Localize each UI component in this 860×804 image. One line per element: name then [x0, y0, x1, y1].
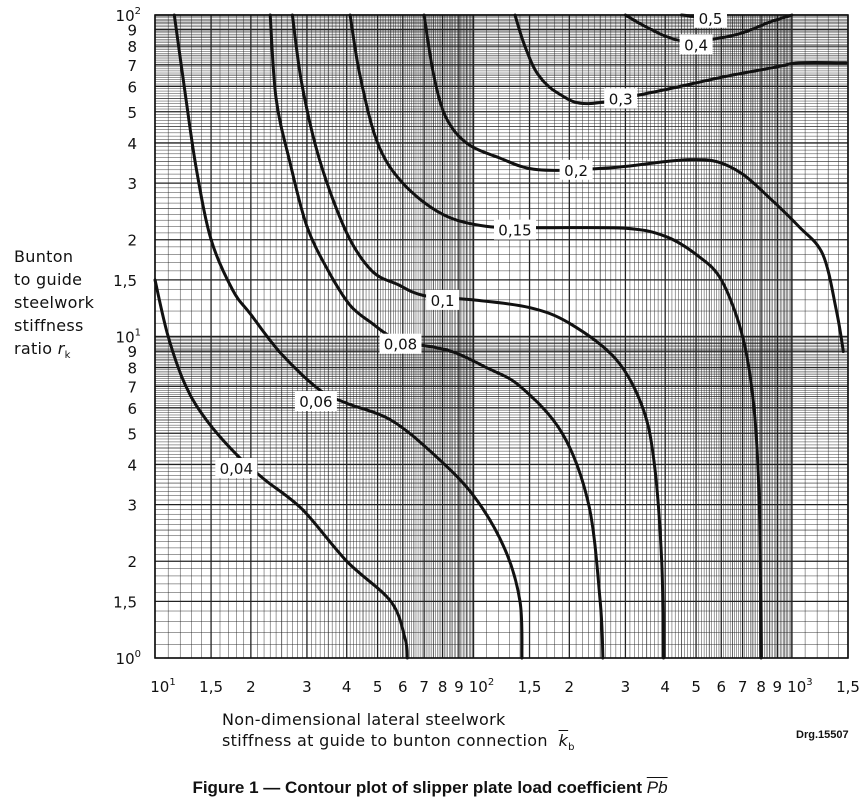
contour-label-5: 0,2: [564, 162, 588, 180]
x-tick-label: 101: [150, 677, 175, 696]
caption-symbol: Pb: [646, 778, 668, 797]
contour-line-0: [153, 278, 409, 660]
x-tick-label: 5: [373, 678, 383, 696]
x-tick-label: 3: [621, 678, 631, 696]
contour-label-8: 0,5: [699, 10, 723, 28]
contour-label-7: 0,4: [684, 36, 708, 54]
y-tick-label: 8: [127, 360, 137, 378]
contour-line-4: [348, 13, 763, 660]
contour-label-box: [679, 34, 713, 55]
y-axis-label-line: steelwork: [14, 293, 95, 312]
contour-label-4: 0,15: [498, 222, 531, 240]
y-tick-label: 9: [127, 343, 137, 361]
x-tick-label: 7: [419, 678, 429, 696]
contour-label-box: [379, 333, 422, 354]
y-axis-label: Bunton to guide steelwork stiffness rati…: [14, 245, 94, 367]
x-tick-label: 9: [454, 678, 464, 696]
y-tick-label: 102: [116, 6, 141, 25]
drawing-reference: Drg.15507: [796, 729, 849, 741]
y-tick-label: 8: [127, 38, 137, 56]
y-axis-label-line: stiffness: [14, 316, 84, 335]
contour-curves: [153, 13, 848, 660]
x-axis-label-line: stiffness at guide to bunton connection …: [222, 730, 575, 758]
contour-line-3: [290, 13, 665, 660]
y-tick-label: 9: [127, 22, 137, 40]
x-axis-label-text: stiffness at guide to bunton connection: [222, 731, 548, 750]
x-axis-label: Non-dimensional lateral steelwork stiffn…: [222, 709, 575, 758]
contour-chart: 0,04 0,06 0,08 0,1 0,15 0,2 0,3 0,4 0,5 101 1,5 2 3…: [113, 6, 860, 696]
x-tick-label: 102: [469, 677, 494, 696]
y-tick-label: 5: [127, 104, 137, 122]
x-tick-label: 2: [246, 678, 256, 696]
y-tick-label: 2: [127, 232, 137, 250]
x-tick-label: 103: [787, 677, 812, 696]
contour-label-3: 0,1: [431, 292, 455, 310]
x-tick-label: 8: [438, 678, 448, 696]
x-tick-label: 3: [302, 678, 312, 696]
x-axis-label-line: Non-dimensional lateral steelwork: [222, 710, 506, 729]
contour-line-5: [422, 13, 845, 353]
plot-grid: [154, 14, 849, 659]
y-tick-label: 1,5: [113, 272, 137, 290]
contour-label-2: 0,08: [384, 336, 417, 354]
y-tick-label: 6: [127, 400, 137, 418]
x-tick-label: 4: [342, 678, 352, 696]
y-tick-label: 2: [127, 553, 137, 571]
contour-line-1: [172, 13, 524, 660]
y-axis-label-line: Bunton: [14, 247, 74, 266]
contour-label-box: [604, 88, 638, 109]
x-tick-label: 7: [738, 678, 748, 696]
y-tick-label: 101: [116, 328, 141, 347]
figure-caption-text: Figure 1 — Contour plot of slipper plate…: [192, 778, 643, 797]
y-tick-label: 4: [127, 456, 137, 474]
y-axis-symbol-subscript: k: [64, 350, 71, 362]
x-tick-label: 1,5: [518, 678, 542, 696]
x-axis-symbol-subscript: b: [568, 742, 575, 754]
y-tick-label: 3: [127, 497, 137, 515]
y-tick-label: 7: [127, 378, 137, 396]
contour-label-box: [559, 159, 593, 180]
x-tick-label: 2: [565, 678, 575, 696]
contour-label-0: 0,04: [220, 460, 253, 478]
figure-caption: Figure 1 — Contour plot of slipper plate…: [0, 778, 860, 798]
y-tick-label: 6: [127, 78, 137, 96]
contour-label-box: [215, 458, 258, 478]
contour-label-6: 0,3: [609, 91, 633, 109]
y-tick-label: 5: [127, 425, 137, 443]
x-axis-symbol: k: [558, 731, 569, 750]
x-tick-label: 6: [717, 678, 727, 696]
y-tick-label: 3: [127, 175, 137, 193]
x-tick-label: 9: [773, 678, 783, 696]
contour-label-1: 0,06: [299, 393, 332, 411]
x-axis-ticks: 101 1,5 2 3 4 5 6 7 8 9 102 1,5 2 3 4 5 6 7 8 9 103 1,5: [150, 677, 860, 696]
y-axis-label-line: ratio rk: [14, 337, 94, 367]
contour-label-box: [694, 7, 727, 28]
y-tick-label: 1,5: [113, 593, 137, 611]
contour-label-box: [494, 219, 536, 240]
y-axis-symbol: r: [57, 339, 65, 358]
y-axis-label-line: to guide: [14, 270, 83, 289]
y-tick-label: 7: [127, 57, 137, 75]
y-tick-label: 100: [116, 649, 141, 668]
x-tick-label: 6: [398, 678, 408, 696]
y-tick-label: 4: [127, 135, 137, 153]
x-tick-label: 8: [756, 678, 766, 696]
x-tick-label: 5: [691, 678, 701, 696]
x-tick-label: 1,5: [199, 678, 223, 696]
contour-label-box: [294, 391, 337, 411]
contour-labels: 0,04 0,06 0,08 0,1 0,15 0,2 0,3 0,4 0,5: [215, 7, 727, 478]
contour-label-box: [426, 289, 460, 310]
x-tick-label: 4: [660, 678, 670, 696]
y-axis-label-text: ratio: [14, 339, 53, 358]
x-tick-label: 1,5: [836, 678, 860, 696]
plot-frame: [154, 14, 849, 659]
